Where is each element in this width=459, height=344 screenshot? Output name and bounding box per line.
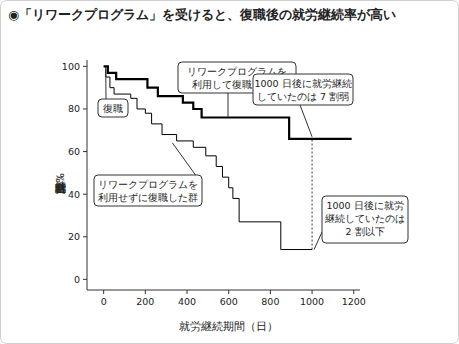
callout-box [98, 99, 128, 117]
y-tick [83, 66, 87, 67]
series-label: リワークプログラムを利用せずに復職した群 [98, 179, 198, 204]
reference-line [312, 139, 313, 250]
callout-box [253, 74, 353, 105]
x-tick-label: 800 [261, 296, 279, 307]
x-tick-label: 0 [101, 296, 107, 307]
title: ◉「リワークプログラム」を受けると、復職後の就労継続率が高い [8, 7, 396, 22]
leader-line [314, 232, 322, 250]
x-tick [353, 290, 354, 294]
annotation-line: 復職 [103, 103, 123, 114]
x-axis [87, 290, 360, 291]
annotation-line: 1000 日後に就労 [326, 200, 403, 211]
y-axis [87, 60, 88, 290]
y-tick [83, 194, 87, 195]
plot-area [104, 66, 352, 249]
callout-box [322, 196, 408, 243]
series-label-line: 利用せずに復職した群 [98, 192, 198, 204]
y-tick [83, 108, 87, 109]
y-tick-label: 20 [68, 231, 80, 242]
series-label-line: リワークプログラムを [98, 179, 198, 190]
y-tick-label: 80 [68, 103, 80, 114]
annotation-line: 継続していたのは [324, 213, 405, 224]
leader-line [300, 105, 312, 137]
leader-line [228, 93, 229, 118]
annotation: 1000 日後に就労継続していたのは 7 割弱 [254, 78, 351, 102]
y-tick-label: 60 [68, 146, 80, 157]
frame [1, 1, 459, 344]
y-tick [83, 151, 87, 152]
leader-line [105, 69, 106, 99]
x-tick-label: 1000 [300, 296, 324, 307]
annotation-line: 2 割以下 [345, 226, 384, 237]
x-tick-label: 1200 [342, 296, 366, 307]
x-tick [145, 290, 146, 294]
x-tick-label: 200 [136, 296, 154, 307]
y-tick [83, 236, 87, 237]
chart: ◉「リワークプログラム」を受けると、復職後の就労継続率が高い 0 20 40 60 80 1… [0, 0, 459, 344]
y-tick-label: 40 [68, 189, 80, 200]
x-tick [228, 290, 229, 294]
callout-box [94, 175, 202, 206]
annotation-line: していたのは 7 割弱 [257, 91, 349, 102]
x-tick [103, 290, 104, 294]
x-tick-label: 600 [220, 296, 238, 307]
y-tick-label: 0 [74, 274, 80, 285]
x-tick [187, 290, 188, 294]
y-tick [83, 279, 87, 280]
annotation: 1000 日後に就労継続していたのは 2 割以下 [324, 200, 405, 237]
annotation-line: 1000 日後に就労継続 [254, 78, 351, 89]
x-tick [270, 290, 271, 294]
y-tick-label: 100 [62, 61, 80, 72]
y-axis-label: 就労継続割合（%） [53, 173, 66, 194]
x-axis-label: 就労継続期間（日） [179, 320, 278, 332]
x-tick [312, 290, 313, 294]
x-tick-label: 400 [178, 296, 196, 307]
annotation: 復職 [103, 103, 123, 114]
